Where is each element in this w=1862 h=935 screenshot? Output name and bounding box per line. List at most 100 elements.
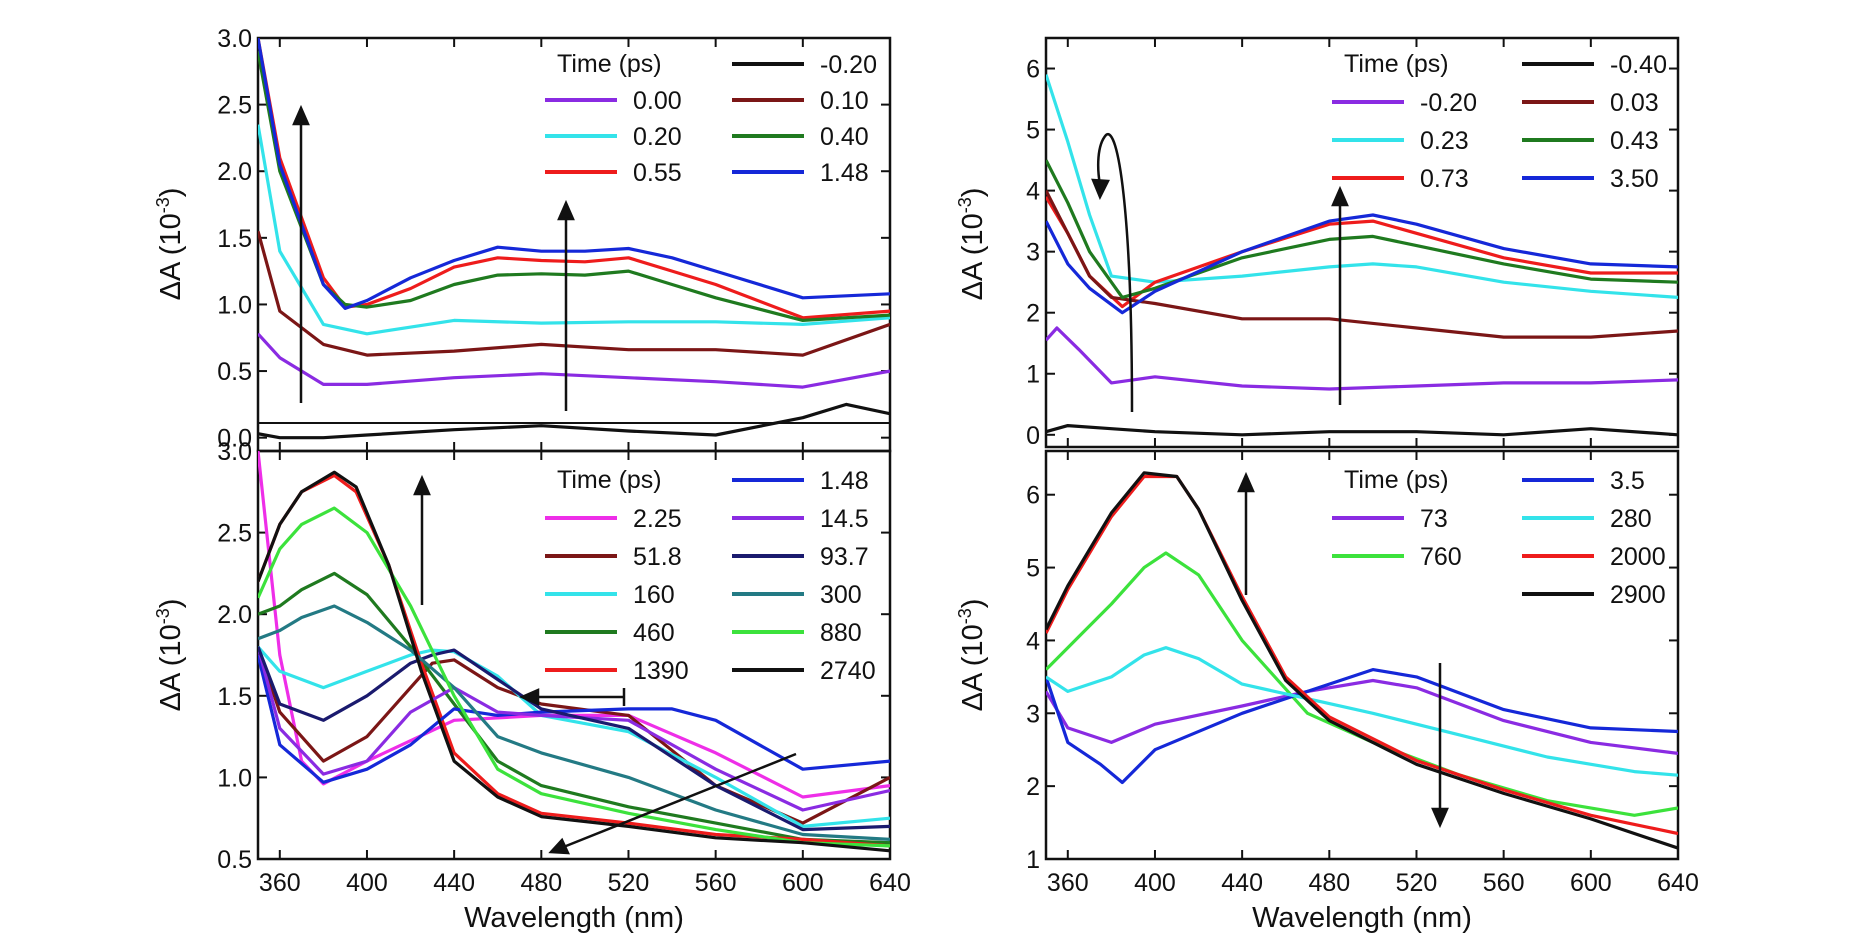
y-tick-label: 2.5 (217, 520, 252, 548)
y-label-exp: -3 (955, 197, 975, 213)
annotation-arrows (1091, 132, 1349, 413)
y-tick-label: 1.0 (217, 764, 252, 792)
arrow-head (1431, 807, 1449, 829)
legend-label: 14.5 (820, 505, 869, 533)
legend-label: -0.20 (820, 51, 877, 79)
legend-label: 1.48 (820, 467, 869, 495)
y-tick-label: 2 (1026, 300, 1040, 328)
y-label-exp: -3 (153, 197, 173, 213)
x-tick-label: 520 (608, 869, 650, 897)
series-line-300 (258, 604, 890, 841)
series-line-280 (1046, 646, 1678, 777)
x-tick-label: 440 (433, 869, 475, 897)
y-axis-label: ΔA (10-3) (955, 188, 989, 301)
legend-label: 2900 (1610, 581, 1666, 609)
legend: Time (ps) 0.00 0.20 0.55 -0.20 0.10 0.40 1.48 (545, 50, 877, 187)
y-tick-label: 2.0 (217, 601, 252, 629)
series-line--0.20 (1046, 326, 1678, 391)
y-tick-label: 0.5 (217, 358, 252, 386)
plot-frame (1044, 449, 1680, 861)
x-tick-label: 600 (782, 869, 824, 897)
arrow-diagonal (560, 752, 797, 850)
curved-arrow (1096, 132, 1134, 413)
y-tick-label: 2.0 (217, 158, 252, 186)
legend: Time (ps) 2.25 51.8 160 460 1390 1.48 14.5 93.7 3… (545, 466, 876, 685)
series-line-2740 (258, 470, 890, 853)
y-tick-label: 0.5 (217, 846, 252, 874)
y-tick-label: 3.0 (217, 25, 252, 53)
y-axis-label: ΔA (10-3) (153, 188, 187, 301)
svg-text:ΔA (10-3): ΔA (10-3) (153, 188, 187, 301)
series-line-1.48 (258, 38, 890, 310)
legend-title: Time (ps) (557, 466, 662, 494)
y-label-close: ) (155, 188, 187, 198)
legend-label: 0.23 (1420, 127, 1469, 155)
legend-label: 73 (1420, 505, 1448, 533)
annotation-arrows (413, 474, 797, 855)
y-tick-label: 5 (1026, 555, 1040, 583)
arrow-head (1091, 178, 1110, 201)
series-lines (258, 38, 890, 440)
svg-text:ΔA (10-3): ΔA (10-3) (153, 599, 187, 712)
x-tick-label: 640 (1657, 869, 1699, 897)
x-tick-label: 360 (259, 869, 301, 897)
legend-label: 160 (633, 581, 675, 609)
y-tick-label: 3 (1026, 239, 1040, 267)
y-label-exp: -3 (955, 608, 975, 624)
legend-label: 0.20 (633, 123, 682, 151)
series-lines (1046, 74, 1678, 437)
legend-label: 2740 (820, 657, 876, 685)
annotation-arrows (292, 104, 575, 411)
x-tick-label: 480 (1308, 869, 1350, 897)
y-tick-label: 1.0 (217, 291, 252, 319)
y-tick-label: 1.5 (217, 225, 252, 253)
y-tick-label: 6 (1026, 56, 1040, 84)
y-tick-label: 0.0 (217, 425, 252, 453)
x-and-y-ticks: 0.5 1.0 1.5 2.0 2.5 3.0 360 400 440 480 520 560 600 6… (217, 438, 911, 897)
y-tick-label: 4 (1026, 627, 1040, 655)
y-axis-label: ΔA (10-3) (153, 599, 187, 712)
y-tick-label: 1.5 (217, 683, 252, 711)
series-line-14.5 (258, 646, 890, 812)
legend-label: 0.55 (633, 159, 682, 187)
x-axis-label: Wavelength (nm) (464, 902, 684, 934)
y-label-exp: -3 (153, 608, 173, 624)
legend-label: 0.73 (1420, 165, 1469, 193)
series-line-0.55 (258, 38, 890, 320)
series-line-0.43 (1046, 159, 1678, 299)
x-tick-label: 600 (1570, 869, 1612, 897)
y-tick-label: 5 (1026, 117, 1040, 145)
legend: Time (ps) -0.20 0.23 0.73 -0.40 0.03 0.43 3.50 (1332, 50, 1667, 193)
legend-label: 880 (820, 619, 862, 647)
legend-label: 0.10 (820, 87, 869, 115)
svg-text:ΔA (10-3): ΔA (10-3) (955, 188, 989, 301)
y-label-base: ΔA (10 (155, 213, 187, 300)
legend-label: 2.25 (633, 505, 682, 533)
series-line-1390 (258, 473, 890, 848)
x-tick-label: 400 (1134, 869, 1176, 897)
y-tick-label: 1 (1026, 361, 1040, 389)
arrow-head (557, 199, 575, 221)
arrow-head (1237, 471, 1255, 493)
legend-label: -0.40 (1610, 51, 1667, 79)
panel-top-right: 0 1 2 3 4 5 6 ΔA (10-3) Time (ps) -0.20 0.23 0.73… (955, 36, 1680, 450)
y-tick-label: 0 (1026, 422, 1040, 450)
legend-label: 3.5 (1610, 467, 1645, 495)
svg-text:ΔA (10-3): ΔA (10-3) (955, 599, 989, 712)
series-line-2000 (1046, 474, 1678, 836)
series-line-51.8 (258, 646, 890, 825)
x-tick-label: 360 (1047, 869, 1089, 897)
series-line-3.50 (1046, 213, 1678, 315)
y-label-base: ΔA (10 (957, 624, 989, 711)
x-tick-label: 520 (1396, 869, 1438, 897)
y-label-close: ) (957, 188, 989, 198)
series-lines (1046, 471, 1678, 850)
legend: Time (ps) 73 760 3.5 280 2000 2900 (1332, 466, 1666, 609)
series-line-760 (1046, 551, 1678, 817)
legend-label: 0.40 (820, 123, 869, 151)
panel-top-left: 0.0 0.5 1.0 1.5 2.0 2.5 3.0 ΔA (10-3) Time (ps… (153, 25, 892, 453)
legend-label: 0.00 (633, 87, 682, 115)
legend-label: -0.20 (1420, 89, 1477, 117)
legend-label: 93.7 (820, 543, 869, 571)
